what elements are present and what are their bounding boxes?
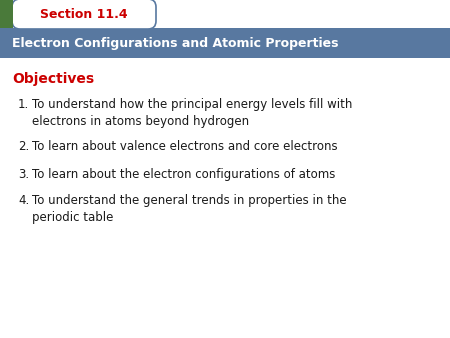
Text: Objectives: Objectives xyxy=(12,72,94,86)
Text: To understand how the principal energy levels fill with
electrons in atoms beyon: To understand how the principal energy l… xyxy=(32,98,352,128)
Bar xyxy=(0,28,450,58)
Text: 1.: 1. xyxy=(18,98,29,111)
Text: Section 11.4: Section 11.4 xyxy=(40,7,128,21)
Text: 3.: 3. xyxy=(18,168,29,181)
Bar xyxy=(0,0,13,28)
Text: To learn about valence electrons and core electrons: To learn about valence electrons and cor… xyxy=(32,140,338,153)
Text: To understand the general trends in properties in the
periodic table: To understand the general trends in prop… xyxy=(32,194,346,224)
Text: 2.: 2. xyxy=(18,140,29,153)
Text: Electron Configurations and Atomic Properties: Electron Configurations and Atomic Prope… xyxy=(12,37,338,49)
FancyBboxPatch shape xyxy=(12,0,156,29)
Text: To learn about the electron configurations of atoms: To learn about the electron configuratio… xyxy=(32,168,335,181)
Text: 4.: 4. xyxy=(18,194,29,207)
